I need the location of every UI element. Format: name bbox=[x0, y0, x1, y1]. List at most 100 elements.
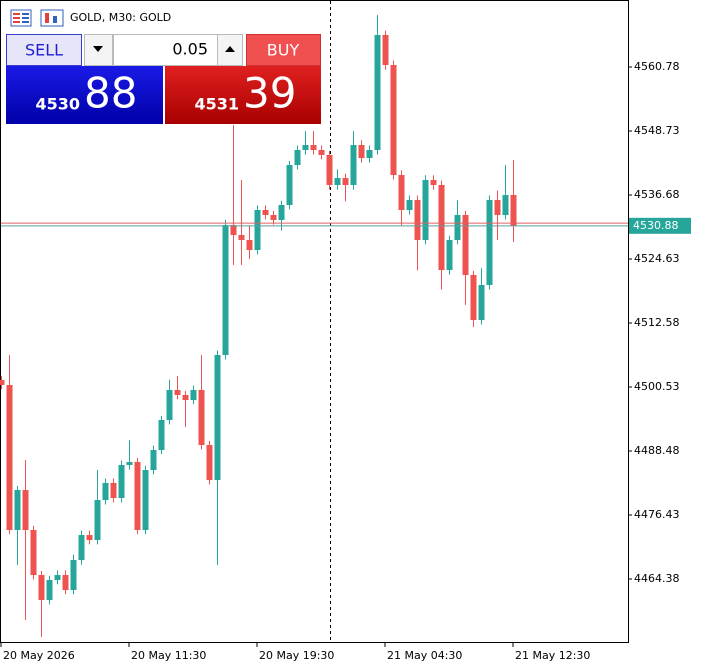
candle-body bbox=[318, 149, 325, 155]
candle-body bbox=[262, 209, 269, 215]
x-tick-label: 21 May 12:30 bbox=[515, 649, 590, 662]
candle-body bbox=[182, 394, 189, 401]
y-tick-label: 4524.63 bbox=[634, 252, 680, 265]
candle-body bbox=[6, 384, 13, 530]
x-tick-label: 21 May 04:30 bbox=[387, 649, 462, 662]
x-tick-label: 20 May 11:30 bbox=[131, 649, 206, 662]
candle-body bbox=[454, 214, 461, 241]
icon bbox=[40, 9, 64, 27]
candle-body bbox=[486, 200, 493, 285]
candle-body bbox=[430, 179, 437, 185]
icon bbox=[22, 21, 29, 23]
icon bbox=[53, 16, 57, 23]
y-tick-label: 4476.43 bbox=[634, 508, 680, 521]
candle-body bbox=[358, 144, 365, 159]
candle-body bbox=[302, 144, 309, 150]
candle-body bbox=[54, 575, 61, 581]
x-tick-label: 20 May 2026 bbox=[3, 649, 75, 662]
ask-big[interactable]: 4531 bbox=[194, 95, 239, 114]
candle-body bbox=[294, 149, 301, 166]
candle-body bbox=[510, 195, 517, 226]
candle-body bbox=[94, 500, 101, 541]
candle-body bbox=[310, 144, 317, 150]
icon bbox=[13, 21, 20, 23]
icon bbox=[22, 13, 29, 15]
icon bbox=[22, 17, 29, 19]
candle-body bbox=[470, 275, 477, 320]
candle-body bbox=[398, 174, 405, 210]
last-price-box bbox=[629, 217, 691, 234]
volume-field[interactable] bbox=[113, 34, 218, 66]
candle-body bbox=[14, 489, 21, 530]
volume-down[interactable] bbox=[84, 34, 113, 66]
arrow-up bbox=[225, 46, 235, 52]
y-tick-label: 4536.68 bbox=[634, 188, 680, 201]
candle-body bbox=[134, 462, 141, 530]
header: GOLD, M30: GOLD bbox=[10, 9, 171, 27]
candle-body bbox=[102, 482, 109, 501]
candle-body bbox=[334, 178, 341, 185]
candle-body bbox=[174, 389, 181, 395]
candle-body bbox=[22, 489, 29, 530]
candle-body bbox=[366, 149, 373, 159]
candle-body bbox=[158, 419, 165, 451]
candle-body bbox=[110, 482, 117, 499]
sell-button[interactable] bbox=[6, 34, 82, 66]
candle-body bbox=[478, 284, 485, 320]
candle-body bbox=[246, 240, 253, 250]
candle-body bbox=[38, 575, 45, 600]
candle-body bbox=[230, 225, 237, 236]
candle-body bbox=[414, 200, 421, 241]
candle-body bbox=[30, 529, 37, 576]
candle-body bbox=[238, 235, 245, 241]
y-tick-label: 4512.58 bbox=[634, 316, 680, 329]
candle-body bbox=[214, 354, 221, 481]
candle-body bbox=[0, 380, 5, 385]
candle-body bbox=[150, 450, 157, 471]
last-price-label: 4530.88 bbox=[633, 219, 679, 232]
candle-body bbox=[406, 200, 413, 210]
icon bbox=[13, 17, 20, 19]
candle-body bbox=[190, 389, 197, 401]
candle-body bbox=[142, 470, 149, 530]
y-tick-label: 4548.73 bbox=[634, 124, 680, 137]
candle-body bbox=[494, 200, 501, 215]
candle-body bbox=[278, 205, 285, 220]
y-tick-label: 4560.78 bbox=[634, 60, 680, 73]
candle-body bbox=[390, 65, 397, 175]
candle-body bbox=[350, 144, 357, 185]
buy-label[interactable]: BUY bbox=[267, 41, 300, 60]
sell-label[interactable]: SELL bbox=[25, 41, 63, 60]
candle-body bbox=[126, 462, 133, 465]
y-tick-label: 4500.53 bbox=[634, 380, 680, 393]
candle-body bbox=[206, 445, 213, 481]
volume-value[interactable]: 0.05 bbox=[172, 40, 208, 59]
ask-pips[interactable]: 39 bbox=[243, 69, 296, 118]
arrow-down bbox=[93, 46, 103, 52]
candle-body bbox=[462, 214, 469, 276]
buy-button[interactable] bbox=[246, 34, 321, 66]
icon bbox=[45, 13, 49, 23]
candle-body bbox=[382, 34, 389, 66]
candle-body bbox=[86, 535, 93, 541]
x-tick-label: 20 May 19:30 bbox=[259, 649, 334, 662]
trade-panel: SELL 0.05 BUY 4530 88 4531 39 bbox=[6, 34, 321, 124]
bid-big[interactable]: 4530 bbox=[35, 95, 80, 114]
candle-body bbox=[222, 225, 229, 355]
candle-body bbox=[342, 178, 349, 185]
candle-body bbox=[78, 535, 85, 560]
candle-body bbox=[438, 184, 445, 271]
candle-body bbox=[502, 195, 509, 215]
candle-body bbox=[62, 575, 69, 591]
ask-box[interactable] bbox=[165, 66, 321, 124]
candle-body bbox=[198, 389, 205, 446]
candle-body bbox=[374, 34, 381, 150]
candle-body bbox=[166, 389, 173, 420]
candle-body bbox=[422, 179, 429, 241]
bid-pips[interactable]: 88 bbox=[84, 69, 137, 118]
candle-body bbox=[446, 240, 453, 271]
bid-box[interactable] bbox=[6, 66, 163, 124]
candle-body bbox=[46, 580, 53, 600]
